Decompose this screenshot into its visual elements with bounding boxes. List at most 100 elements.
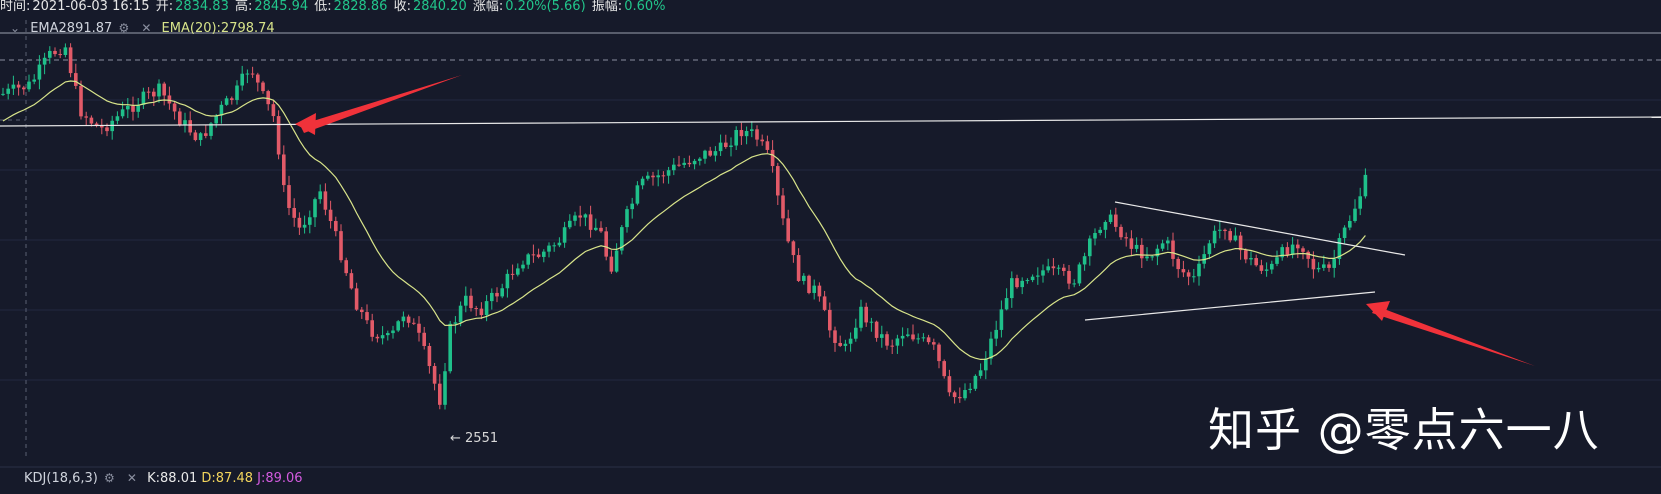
candle-body xyxy=(1249,258,1253,260)
candle-body xyxy=(250,73,255,75)
candle-body xyxy=(609,256,614,272)
kdj-legend: KDJ(18,6,3) ⚙ ✕ K:88.01 D:87.48 J:89.06 xyxy=(24,469,303,487)
candles-layer xyxy=(1,43,1368,410)
candle-body xyxy=(1192,276,1196,278)
candle-body xyxy=(1051,266,1056,269)
candle-body xyxy=(916,338,920,340)
candle-body xyxy=(1108,214,1113,223)
candle-body xyxy=(770,149,775,167)
candle-body xyxy=(230,98,234,100)
candle-body xyxy=(885,334,889,346)
candle-body xyxy=(245,73,250,75)
candle-body xyxy=(1181,269,1186,273)
time-value: 2021-06-03 16:15 xyxy=(32,0,150,14)
collapse-chevron-icon[interactable]: ⌄ xyxy=(10,21,21,35)
candle-body xyxy=(838,342,842,346)
candle-body xyxy=(755,129,759,140)
candle-body xyxy=(802,275,806,281)
candle-body xyxy=(1046,266,1050,271)
drawings-layer xyxy=(0,75,1661,366)
candle-body xyxy=(1004,298,1009,310)
candle-body xyxy=(1296,244,1300,249)
candle-body xyxy=(999,309,1004,330)
close-icon[interactable]: ✕ xyxy=(141,21,152,35)
open-label: 开: xyxy=(155,0,174,14)
candle-body xyxy=(677,164,681,166)
candle-body xyxy=(1103,222,1108,230)
candle-body xyxy=(947,376,952,393)
candle-body xyxy=(1098,229,1102,233)
candle-body xyxy=(344,260,348,274)
candle-body xyxy=(1082,256,1087,265)
candle-body xyxy=(765,141,770,150)
candle-body xyxy=(1327,264,1331,268)
candle-body xyxy=(1290,244,1295,255)
candle-body xyxy=(911,334,915,340)
candle-body xyxy=(495,292,499,297)
candle-body xyxy=(1259,265,1264,271)
candle-body xyxy=(552,245,556,247)
candle-body xyxy=(968,388,972,391)
candle-body xyxy=(1077,264,1082,284)
candle-body xyxy=(63,47,68,55)
candle-body xyxy=(1280,247,1284,258)
candle-body xyxy=(469,295,473,309)
candle-body xyxy=(193,132,198,141)
watermark: 知乎 @零点六一八 xyxy=(1208,403,1600,457)
candle-body xyxy=(599,227,603,232)
candle-body xyxy=(432,366,437,384)
candle-body xyxy=(1150,256,1154,258)
candle-body xyxy=(900,335,905,339)
candle-body xyxy=(713,151,718,156)
kdj-settings-gear-icon[interactable]: ⚙ xyxy=(104,471,115,485)
candle-body xyxy=(869,321,874,323)
candle-body xyxy=(1238,235,1243,251)
settings-gear-icon[interactable]: ⚙ xyxy=(118,21,130,35)
candle-body xyxy=(188,120,192,133)
candle-body xyxy=(1145,256,1149,259)
candle-body xyxy=(625,209,629,228)
candle-body xyxy=(874,321,879,338)
candle-body xyxy=(620,227,624,251)
candle-body xyxy=(698,158,702,161)
candle-body xyxy=(370,320,374,337)
candle-body xyxy=(750,129,754,131)
candle-body xyxy=(68,47,73,74)
candle-body xyxy=(126,105,130,110)
candle-body xyxy=(672,164,676,171)
candle-body xyxy=(6,88,10,94)
candle-body xyxy=(386,333,390,336)
kdj-k-value: K:88.01 xyxy=(147,471,198,486)
candle-body xyxy=(843,343,848,346)
arrow-left-red xyxy=(300,75,462,133)
candle-body xyxy=(1254,258,1258,266)
candle-body xyxy=(1337,238,1342,259)
candle-body xyxy=(490,292,494,302)
ema20-line-layer xyxy=(2,80,1366,361)
candle-body xyxy=(739,130,744,137)
ema-legend: ⌄ EMA2891.87 ⚙ ✕ EMA(20):2798.74 xyxy=(8,19,275,37)
candle-body xyxy=(906,334,910,336)
amplitude-value: 0.60% xyxy=(624,0,666,14)
candle-body xyxy=(136,104,140,112)
candle-body xyxy=(235,85,239,100)
candle-body xyxy=(557,242,562,246)
candle-body xyxy=(412,322,416,324)
candle-body xyxy=(937,344,941,362)
candle-body xyxy=(48,50,52,58)
candle-body xyxy=(604,231,608,257)
ema20-legend-label: EMA(20):2798.74 xyxy=(161,21,275,36)
candle-body xyxy=(890,345,894,347)
candle-body xyxy=(1223,229,1227,232)
candle-body xyxy=(453,322,458,324)
kdj-close-icon[interactable]: ✕ xyxy=(126,471,137,485)
candle-body xyxy=(11,84,16,89)
candle-body xyxy=(1218,229,1222,231)
candle-body xyxy=(708,150,712,156)
candle-body xyxy=(651,175,655,178)
candle-body xyxy=(1160,243,1165,249)
candle-body xyxy=(1025,280,1030,282)
candle-body xyxy=(1134,244,1139,249)
candle-body xyxy=(1358,196,1362,209)
